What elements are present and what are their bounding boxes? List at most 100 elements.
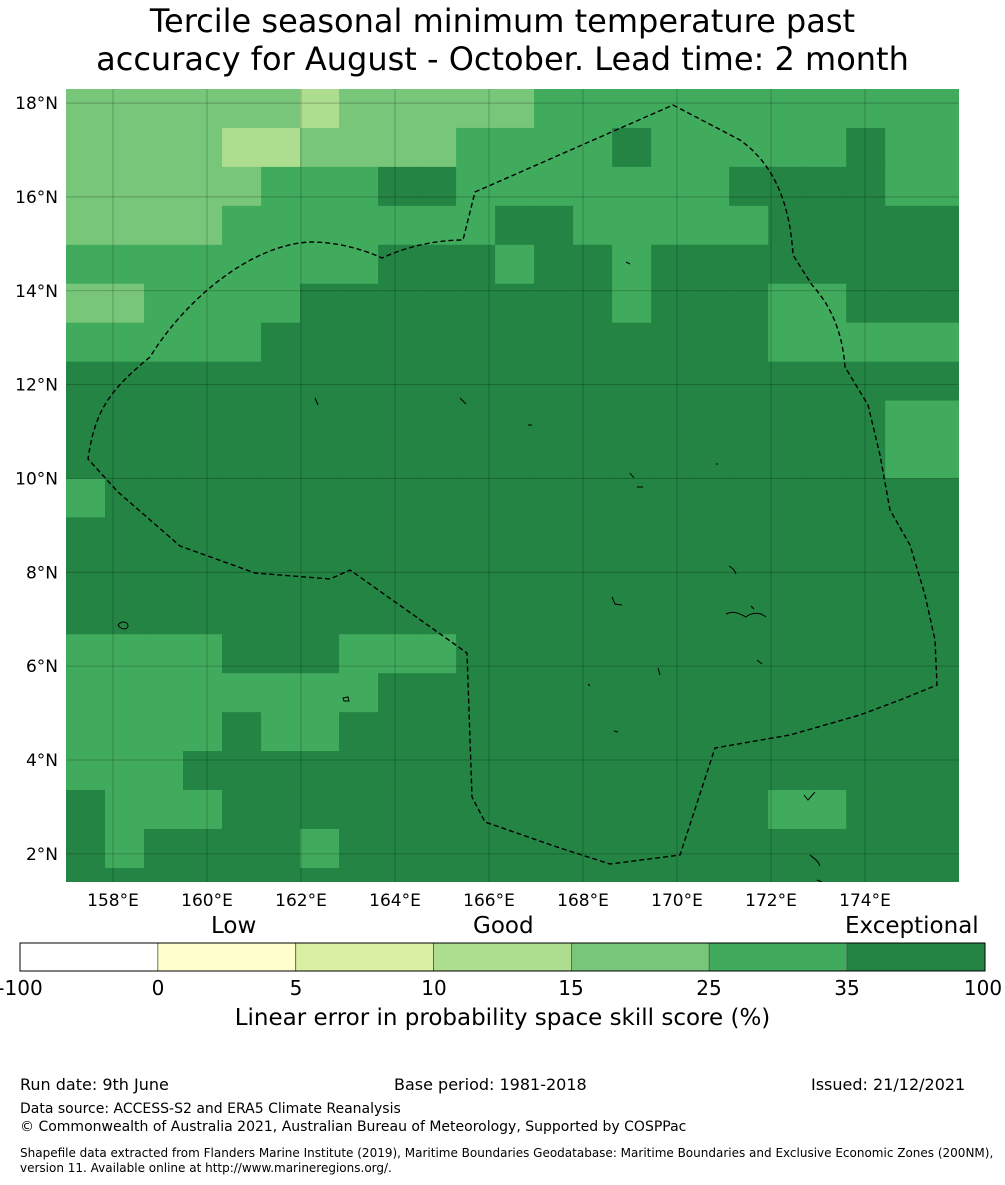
skill-cell: [885, 828, 925, 869]
skill-cell: [885, 867, 925, 882]
skill-cell: [651, 439, 691, 480]
skill-cell: [924, 166, 959, 207]
skill-cell: [807, 478, 847, 519]
skill-cell: [963, 556, 1003, 596]
skill-cell: [534, 478, 574, 519]
skill-cell: [846, 867, 886, 882]
skill-cell: [183, 400, 223, 441]
skill-cell: [885, 89, 925, 129]
skill-cell: [651, 634, 691, 674]
skill-cell: [339, 790, 379, 830]
skill-cell: [963, 167, 1003, 207]
skill-cell: [495, 322, 535, 363]
skill-cell: [183, 478, 223, 519]
skill-cell: [183, 439, 223, 480]
skill-cell: [768, 1063, 808, 1103]
colorbar-segment: [157, 942, 297, 972]
skill-cell: [690, 478, 730, 519]
skill-cell: [456, 400, 496, 441]
skill-cell: [222, 205, 262, 246]
skill-cell: [846, 439, 886, 480]
skill-cell: [846, 712, 886, 752]
skill-cell: [144, 907, 184, 947]
skill-cell: [105, 400, 145, 441]
skill-cell: [651, 1063, 691, 1103]
skill-cell: [924, 595, 959, 635]
skill-cell: [339, 166, 379, 207]
skill-cell: [378, 634, 418, 674]
skill-cell: [729, 166, 769, 207]
skill-cell: [222, 634, 262, 674]
skill-cell: [261, 205, 301, 246]
colorbar-tick-10: 10: [421, 976, 447, 1000]
skill-cell: [690, 205, 730, 246]
skill-cell: [105, 361, 145, 402]
skill-cell: [612, 89, 652, 129]
skill-cell: [651, 790, 691, 830]
longitude-label: 162°E: [275, 891, 327, 911]
skill-cell: [66, 556, 106, 596]
skill-cell: [339, 712, 379, 752]
skill-cell: [768, 673, 808, 713]
skill-cell: [456, 595, 496, 635]
skill-cell: [573, 790, 613, 830]
skill-cell: [846, 673, 886, 713]
skill-cell: [339, 1063, 379, 1103]
skill-cell: [300, 400, 340, 441]
skill-cell: [924, 244, 959, 285]
skill-cell: [924, 712, 959, 752]
skill-cell: [729, 517, 769, 557]
longitude-label: 172°E: [745, 891, 797, 911]
skill-cell: [534, 166, 574, 207]
skill-cell: [105, 89, 145, 129]
skill-cell: [339, 400, 379, 441]
skill-cell: [300, 751, 340, 791]
skill-cell: [417, 790, 457, 830]
skill-cell: [651, 400, 691, 441]
skill-cell: [495, 790, 535, 830]
skill-cell: [339, 361, 379, 402]
skill-cell: [846, 828, 886, 869]
skill-cell: [924, 517, 959, 557]
colorbar-tick-25: 25: [696, 976, 722, 1000]
skill-cell: [183, 595, 223, 635]
skill-cell: [105, 828, 145, 869]
skill-cell: [456, 478, 496, 519]
skill-cell: [885, 595, 925, 635]
skill-cell: [885, 634, 925, 674]
skill-cell: [183, 205, 223, 246]
skill-cell: [378, 244, 418, 285]
skill-cell: [807, 322, 847, 363]
skill-cell: [846, 127, 886, 168]
skill-cell: [144, 595, 184, 635]
skill-cell: [339, 244, 379, 285]
skill-cell: [495, 634, 535, 674]
skill-cell: [222, 712, 262, 752]
skill-cell: [729, 1063, 769, 1103]
skill-cell: [768, 400, 808, 441]
skill-cell: [807, 89, 847, 129]
skill-cell: [612, 244, 652, 285]
skill-cell: [144, 517, 184, 557]
skill-cell: [417, 89, 457, 129]
skill-cell: [729, 556, 769, 596]
skill-cell: [495, 361, 535, 402]
skill-cell: [924, 673, 959, 713]
skill-cell: [885, 166, 925, 207]
skill-cell: [300, 673, 340, 713]
skill-cell: [261, 673, 301, 713]
skill-cell: [573, 907, 613, 947]
skill-cell: [885, 790, 925, 830]
skill-cell: [261, 127, 301, 168]
skill-cell: [144, 400, 184, 441]
skill-cell: [495, 400, 535, 441]
skill-cell: [612, 478, 652, 519]
skill-cell: [963, 712, 1003, 752]
skill-cell: [261, 439, 301, 480]
skill-cell: [768, 244, 808, 285]
skill-cell: [456, 127, 496, 168]
skill-cell: [66, 595, 106, 635]
skill-cell: [963, 751, 1003, 791]
skill-cell: [495, 828, 535, 869]
skill-cell: [183, 712, 223, 752]
